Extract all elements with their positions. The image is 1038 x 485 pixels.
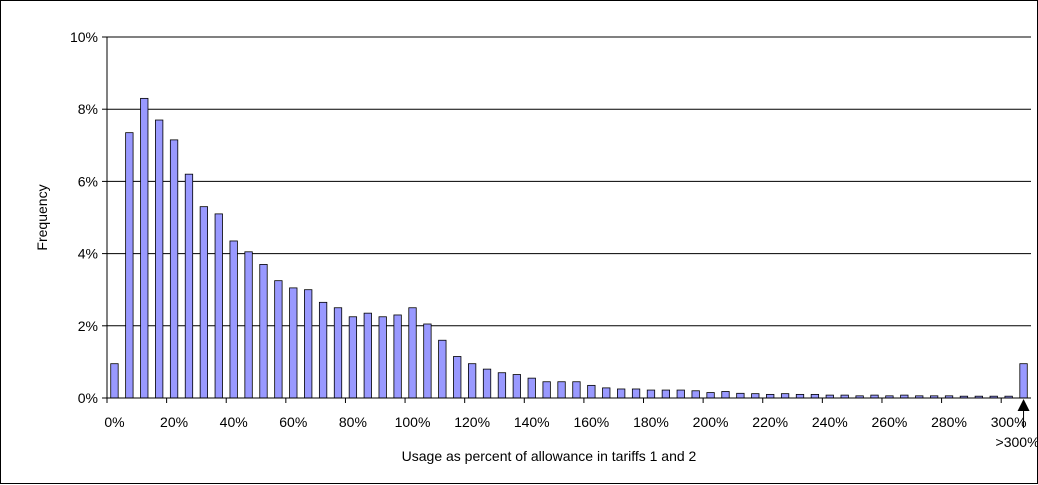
bar: [155, 119, 164, 399]
gridlines: [107, 36, 1031, 327]
axes: [102, 36, 1031, 403]
bar: [184, 173, 194, 399]
x-axis-label: Usage as percent of allowance in tariffs…: [402, 448, 697, 464]
x-tick-label: 260%: [872, 414, 908, 430]
bar: [244, 251, 253, 399]
bar: [527, 377, 536, 399]
bar: [304, 289, 313, 399]
y-axis-label: Frequency: [34, 184, 50, 250]
bar: [691, 390, 700, 399]
bar: [140, 97, 149, 399]
bar: [542, 381, 551, 399]
bars-group: [110, 97, 1028, 399]
bar: [363, 312, 372, 399]
bar: [274, 280, 283, 399]
bar: [348, 316, 358, 399]
bar: [766, 393, 775, 399]
x-tick-label: 180%: [633, 414, 669, 430]
bar: [438, 339, 447, 399]
y-tick-label: 2%: [78, 318, 98, 334]
bar: [676, 389, 685, 399]
arrow-head: [1017, 399, 1030, 411]
bar: [482, 368, 492, 399]
bar: [557, 381, 566, 399]
bar: [602, 387, 611, 399]
bar: [706, 392, 715, 399]
bar: [393, 314, 402, 399]
bar: [721, 391, 730, 399]
bar: [318, 301, 328, 399]
bar: [333, 307, 343, 399]
overflow-arrow-icon: [1017, 399, 1030, 428]
bar: [572, 381, 581, 399]
bar: [408, 307, 417, 399]
bar: [795, 393, 805, 399]
bar: [736, 392, 745, 399]
x-tick-label: 280%: [931, 414, 967, 430]
bar: [661, 389, 671, 399]
bar: [378, 316, 387, 399]
bar: [423, 323, 432, 399]
x-tick-label: 200%: [693, 414, 729, 430]
x-tick-label: 80%: [339, 414, 367, 430]
overflow-tick-label: >300%: [996, 434, 1038, 450]
x-tick-label: 100%: [395, 414, 431, 430]
x-tick-label: 140%: [514, 414, 550, 430]
bar: [289, 287, 298, 399]
bar: [512, 374, 521, 399]
bar: [617, 388, 626, 399]
bar: [214, 213, 223, 399]
x-tick-label: 160%: [573, 414, 609, 430]
y-tick-label: 8%: [78, 101, 98, 117]
bar: [1019, 363, 1028, 399]
bar: [199, 206, 208, 399]
x-tick-label: 220%: [752, 414, 788, 430]
x-tick-labels: 0% 20% 40% 60% 80% 100% 120% 140% 160% 180% 200% 22…: [104, 414, 1026, 430]
bar: [497, 372, 507, 399]
y-tick-label: 0%: [78, 390, 98, 406]
y-tick-label: 10%: [70, 29, 98, 45]
x-tick-label: 60%: [279, 414, 307, 430]
y-tick-label: 4%: [78, 246, 98, 262]
bar: [810, 393, 820, 399]
bar: [453, 356, 462, 399]
bar: [780, 393, 790, 399]
bar: [169, 139, 179, 399]
bar: [125, 132, 134, 399]
bar: [110, 363, 119, 399]
x-tick-label: 0%: [104, 414, 124, 430]
bar: [751, 393, 760, 399]
y-tick-labels: 0% 2% 4% 6% 8% 10%: [70, 29, 98, 406]
x-tick-label: 20%: [160, 414, 188, 430]
x-tick-label: 40%: [220, 414, 248, 430]
bar: [229, 240, 238, 399]
bar: [587, 384, 596, 399]
bar: [467, 363, 477, 399]
y-tick-label: 6%: [78, 173, 98, 189]
x-tick-label: 300%: [991, 414, 1027, 430]
bar: [259, 264, 268, 399]
x-tick-label: 240%: [812, 414, 848, 430]
bar: [646, 389, 656, 399]
x-tick-label: 120%: [454, 414, 490, 430]
bar: [631, 388, 641, 399]
